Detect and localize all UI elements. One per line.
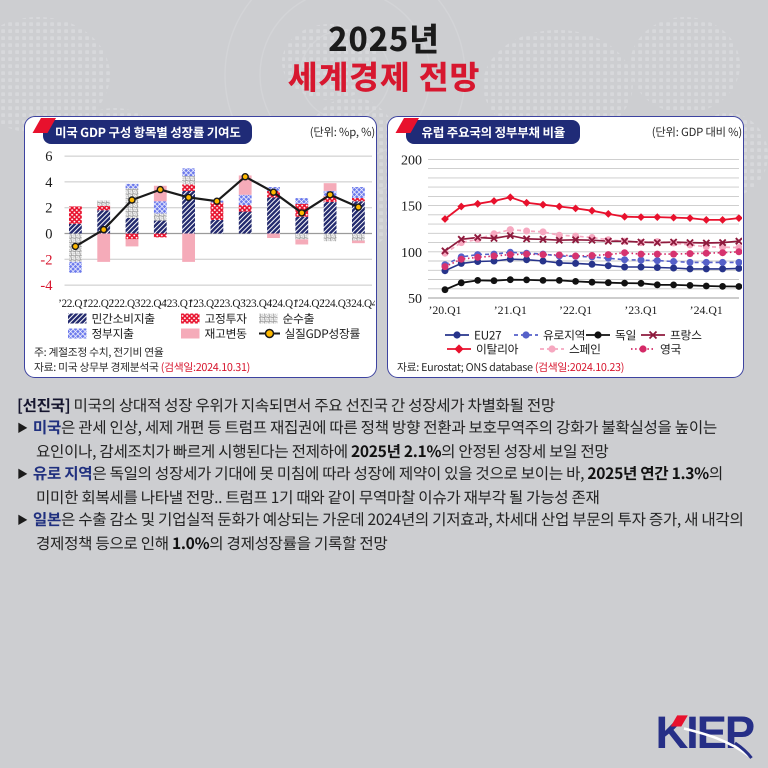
svg-text:50: 50 [408, 292, 422, 307]
svg-text:’24.Q3: ’24.Q3 [321, 298, 351, 310]
svg-text:’22.Q4: ’22.Q4 [137, 298, 167, 310]
svg-text:유로지역: 유로지역 [543, 327, 585, 344]
svg-text:150: 150 [401, 200, 422, 215]
svg-text:200: 200 [401, 153, 422, 168]
svg-text:영국: 영국 [660, 341, 682, 358]
svg-text:’22.Q1: ’22.Q1 [559, 303, 592, 317]
svg-text:독일: 독일 [615, 327, 636, 344]
svg-text:프랑스: 프랑스 [670, 327, 702, 344]
svg-text:0: 0 [45, 227, 52, 243]
svg-text:’24.Q2: ’24.Q2 [295, 298, 325, 310]
svg-text:정부지출: 정부지출 [92, 325, 135, 342]
svg-text:4: 4 [45, 175, 53, 191]
svg-text:’22.Q1: ’22.Q1 [58, 298, 87, 310]
svg-text:6: 6 [45, 149, 52, 165]
svg-text:EU27: EU27 [474, 327, 501, 344]
svg-text:’22.Q3: ’22.Q3 [111, 298, 141, 310]
svg-text:’24.Q4: ’24.Q4 [348, 298, 375, 310]
svg-text:’20.Q1: ’20.Q1 [428, 303, 461, 317]
svg-text:재고변동: 재고변동 [205, 325, 248, 342]
svg-text:’23.Q2: ’23.Q2 [190, 298, 220, 310]
svg-text:’23.Q4: ’23.Q4 [242, 298, 272, 310]
svg-text:실질GDP성장률: 실질GDP성장률 [285, 325, 361, 342]
svg-text:’24.Q1: ’24.Q1 [269, 298, 298, 310]
svg-text:’24.Q1: ’24.Q1 [690, 303, 723, 317]
svg-text:고정투자: 고정투자 [205, 310, 248, 327]
svg-text:-2: -2 [40, 252, 52, 268]
svg-text:’23.Q3: ’23.Q3 [216, 298, 246, 310]
svg-text:-4: -4 [40, 278, 53, 294]
svg-text:순수출: 순수출 [283, 310, 315, 327]
svg-text:’23.Q1: ’23.Q1 [163, 298, 192, 310]
svg-text:민간소비지출: 민간소비지출 [92, 310, 156, 327]
svg-text:2: 2 [45, 201, 52, 217]
svg-text:이탈리아: 이탈리아 [476, 341, 519, 358]
svg-text:’23.Q1: ’23.Q1 [624, 303, 657, 317]
svg-text:스페인: 스페인 [569, 341, 601, 358]
svg-text:’21.Q1: ’21.Q1 [494, 303, 527, 317]
svg-text:100: 100 [401, 246, 422, 261]
svg-text:’22.Q2: ’22.Q2 [84, 298, 114, 310]
